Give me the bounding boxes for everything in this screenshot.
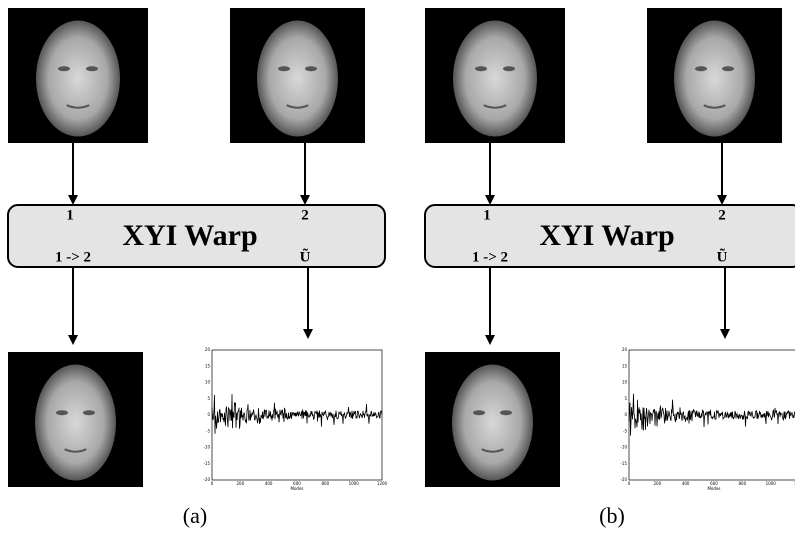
input-label: 2 <box>301 207 309 223</box>
x-tick-label: 800 <box>322 481 330 486</box>
x-tick-label: 1200 <box>377 481 388 486</box>
x-tick-label: 1000 <box>766 481 777 486</box>
eye <box>475 66 487 71</box>
mode-plot: 20151050-5-10-15-20020040060080010001200… <box>620 347 795 491</box>
x-axis-label: Modes <box>291 486 304 491</box>
figure: XYI Warp121 -> 2Ũ20151050-5-10-15-200200… <box>0 0 795 533</box>
y-tick-label: 15 <box>622 363 628 368</box>
input-label: 2 <box>718 207 726 223</box>
eye <box>56 410 68 415</box>
eye <box>305 66 317 71</box>
y-tick-label: -10 <box>620 445 627 450</box>
eye <box>500 410 512 415</box>
x-tick-label: 800 <box>739 481 747 486</box>
output-label: Ũ <box>300 247 311 265</box>
output-label: 1 -> 2 <box>55 249 91 265</box>
y-tick-label: -20 <box>203 477 210 482</box>
x-tick-label: 1000 <box>349 481 360 486</box>
mode-signal <box>629 394 795 436</box>
x-tick-label: 400 <box>682 481 690 486</box>
y-tick-label: -15 <box>620 461 627 466</box>
mode-signal <box>212 394 382 434</box>
eye <box>695 66 707 71</box>
x-tick-label: 200 <box>654 481 662 486</box>
face <box>453 20 537 136</box>
output-label: 1 -> 2 <box>472 249 508 265</box>
y-tick-label: 0 <box>624 412 627 417</box>
eye <box>503 66 515 71</box>
face <box>36 20 120 136</box>
y-tick-label: 5 <box>207 396 210 401</box>
eye <box>722 66 734 71</box>
y-tick-label: 20 <box>622 347 628 352</box>
output-label: Ũ <box>717 247 728 265</box>
y-tick-label: -10 <box>203 445 210 450</box>
y-tick-label: 10 <box>622 380 628 385</box>
input-label: 1 <box>66 207 74 223</box>
y-tick-label: 10 <box>205 380 211 385</box>
y-tick-label: 15 <box>205 363 211 368</box>
face <box>674 20 755 136</box>
eye <box>473 410 485 415</box>
eye <box>86 66 98 71</box>
y-tick-label: 5 <box>624 396 627 401</box>
x-tick-label: 0 <box>628 481 631 486</box>
y-tick-label: -5 <box>623 428 627 433</box>
caption: (b) <box>599 503 625 528</box>
input-label: 1 <box>483 207 491 223</box>
caption: (a) <box>183 503 207 528</box>
face <box>257 20 338 136</box>
y-tick-label: -20 <box>620 477 627 482</box>
x-tick-label: 200 <box>237 481 245 486</box>
block-title: XYI Warp <box>122 219 257 252</box>
y-tick-label: 20 <box>205 347 211 352</box>
y-tick-label: 0 <box>207 412 210 417</box>
y-tick-label: -5 <box>206 428 210 433</box>
x-axis-label: Modes <box>708 486 721 491</box>
eye <box>83 410 95 415</box>
x-tick-label: 400 <box>265 481 273 486</box>
page: XYI Warp121 -> 2Ũ20151050-5-10-15-200200… <box>0 0 795 533</box>
eye <box>278 66 290 71</box>
eye <box>58 66 70 71</box>
block-title: XYI Warp <box>539 219 674 252</box>
x-tick-label: 0 <box>211 481 214 486</box>
face <box>35 364 116 480</box>
face <box>452 364 533 480</box>
y-tick-label: -15 <box>203 461 210 466</box>
